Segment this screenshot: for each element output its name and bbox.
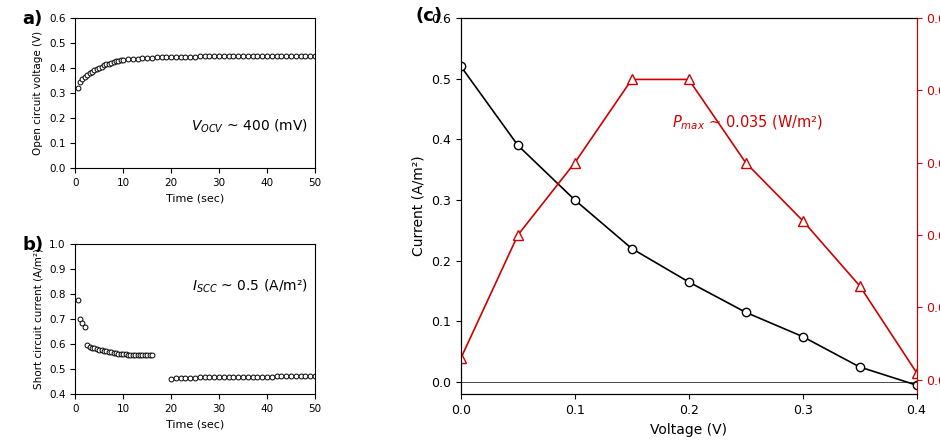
Text: (c): (c) [415, 7, 443, 25]
X-axis label: Voltage (V): Voltage (V) [650, 422, 728, 436]
Y-axis label: Open circuit voltage (V): Open circuit voltage (V) [34, 31, 43, 155]
Text: a): a) [23, 10, 42, 28]
Y-axis label: Current (A/m²): Current (A/m²) [412, 156, 426, 256]
X-axis label: Time (sec): Time (sec) [166, 194, 225, 204]
Text: $I_{SCC}$ ~ 0.5 (A/m²): $I_{SCC}$ ~ 0.5 (A/m²) [192, 277, 307, 294]
Text: $V_{OCV}$ ~ 400 (mV): $V_{OCV}$ ~ 400 (mV) [191, 118, 307, 135]
Y-axis label: Short circuit current (A/m²): Short circuit current (A/m²) [34, 249, 43, 389]
Text: b): b) [23, 236, 43, 254]
X-axis label: Time (sec): Time (sec) [166, 419, 225, 430]
Text: $P_{max}$ ~ 0.035 (W/m²): $P_{max}$ ~ 0.035 (W/m²) [672, 114, 823, 133]
